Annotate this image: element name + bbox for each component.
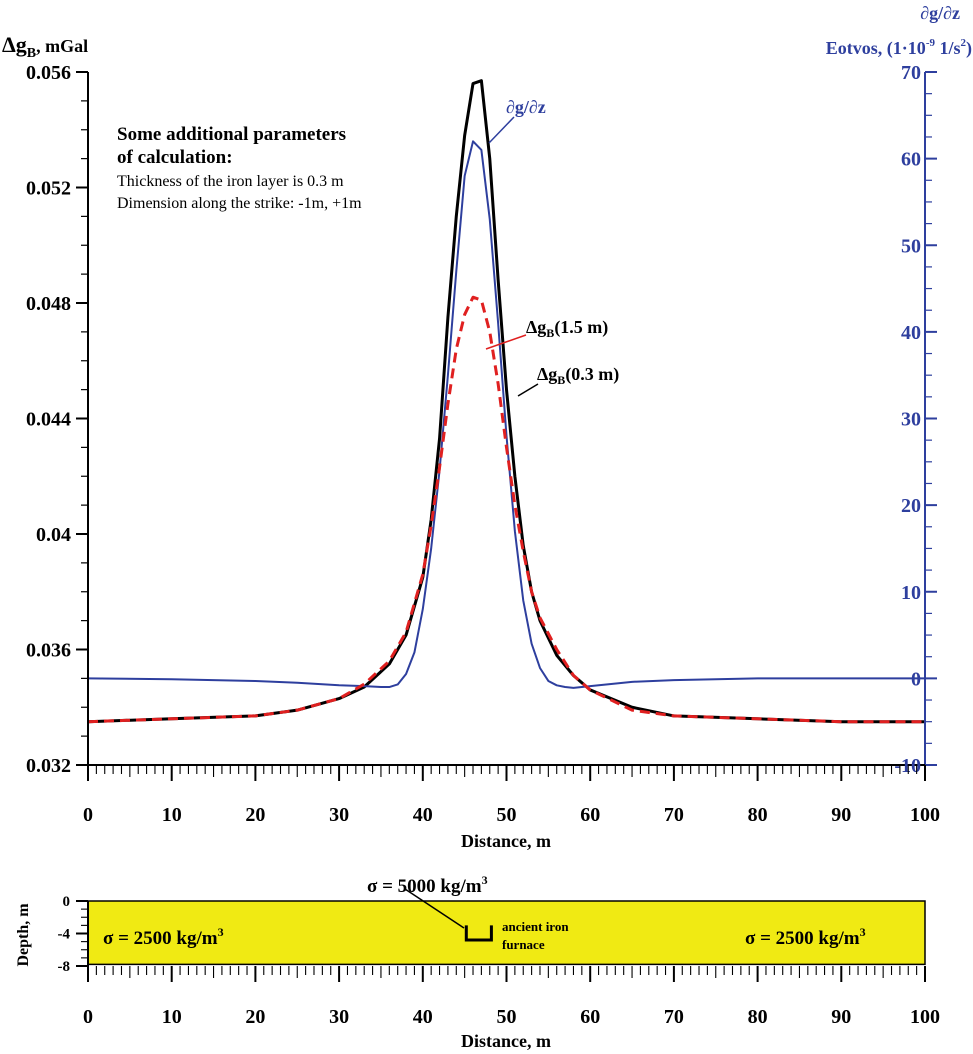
series-label-dg03: ΔgB(0.3 m): [537, 364, 619, 387]
x-tick-label: 20: [245, 804, 265, 826]
x-tick-label: 70: [664, 804, 684, 826]
right-tick-label: -10: [894, 755, 921, 777]
section-x-tick-label: 50: [497, 1006, 517, 1028]
annotation-title-line2: of calculation:: [117, 147, 233, 168]
section-x-tick-label: 10: [162, 1006, 182, 1028]
section-x-tick-label: 0: [83, 1006, 93, 1028]
x-tick-label: 40: [413, 804, 433, 826]
right-tick-label: 10: [901, 582, 921, 604]
section-x-tick-label: 40: [413, 1006, 433, 1028]
section-x-tick-label: 90: [831, 1006, 851, 1028]
x-tick-label: 80: [748, 804, 768, 826]
left-tick-label: 0.048: [26, 293, 71, 315]
section-x-tick-label: 60: [580, 1006, 600, 1028]
section-x-tick-label: 30: [329, 1006, 349, 1028]
left-tick-label: 0.044: [26, 409, 71, 431]
furnace-leader-line: [404, 888, 465, 929]
main-plot: 0.032 0.036 0.04 0.044 0.048 0.052 0.056 -10 0 1…: [26, 62, 940, 826]
depth-tick-label: -8: [58, 959, 71, 975]
x-tick-label: 10: [162, 804, 182, 826]
series-label-gradient: ∂g/∂z: [506, 97, 546, 117]
x-tick-label: 30: [329, 804, 349, 826]
right-tick-label: 60: [901, 149, 921, 171]
right-tick-label: 70: [901, 62, 921, 84]
cross-section: 0 -4 -8 0 10 20 30 40 50 60 70 80 90 100: [58, 888, 940, 1028]
annotation-line1: Thickness of the iron layer is 0.3 m: [117, 173, 344, 190]
section-x-tick-label: 70: [664, 1006, 684, 1028]
dg03-leader-line: [517, 383, 539, 397]
right-tick-label: 50: [901, 235, 921, 257]
x-tick-label: 90: [831, 804, 851, 826]
density-layer: [87, 900, 926, 966]
right-tick-label: 30: [901, 409, 921, 431]
right-tick-label: 0: [911, 668, 921, 690]
annotation-title-line1: Some additional parameters: [117, 124, 346, 145]
right-density-label: σ = 2500 kg/m3: [745, 925, 866, 949]
left-tick-label: 0.032: [26, 755, 71, 777]
x-axis-title: Distance, m: [461, 831, 551, 851]
left-tick-label: 0.036: [26, 640, 71, 662]
right-axis-title-line1: ∂g/∂z: [920, 3, 960, 23]
section-x-tick-label: 80: [748, 1006, 768, 1028]
depth-axis-title: Depth, m: [15, 903, 32, 967]
series-line-1: [87, 295, 925, 724]
right-tick-label: 40: [901, 322, 921, 344]
section-x-tick-label: 100: [910, 1006, 940, 1028]
depth-tick-label: 0: [63, 894, 71, 910]
x-tick-label: 50: [497, 804, 517, 826]
furnace-label-line1: ancient iron: [502, 919, 569, 934]
depth-tick-label: -4: [58, 927, 71, 943]
furnace-density-label: σ = 5000 kg/m3: [367, 873, 488, 897]
section-x-tick-label: 20: [245, 1006, 265, 1028]
left-tick-label: 0.052: [26, 178, 71, 200]
x-tick-label: 100: [910, 804, 940, 826]
dg15-leader-line: [485, 334, 527, 350]
left-axis-title: ΔgB, mGal: [2, 32, 88, 61]
series-label-dg15: ΔgB(1.5 m): [526, 317, 608, 340]
section-x-axis-title: Distance, m: [461, 1031, 551, 1051]
furnace-shape: [464, 925, 493, 942]
series-line-2: [87, 140, 925, 689]
gradient-leader-line: [488, 116, 515, 144]
left-density-label: σ = 2500 kg/m3: [103, 925, 224, 949]
left-tick-label: 0.04: [36, 524, 71, 546]
right-axis-title-line2: Eotvos, (1·10-9 1/s2): [826, 37, 972, 59]
x-tick-label: 60: [580, 804, 600, 826]
furnace-label-line2: furnace: [502, 937, 545, 952]
left-tick-label: 0.056: [26, 62, 71, 84]
annotation-line2: Dimension along the strike: -1m, +1m: [117, 195, 362, 212]
right-tick-label: 20: [901, 495, 921, 517]
x-tick-label: 0: [83, 804, 93, 826]
